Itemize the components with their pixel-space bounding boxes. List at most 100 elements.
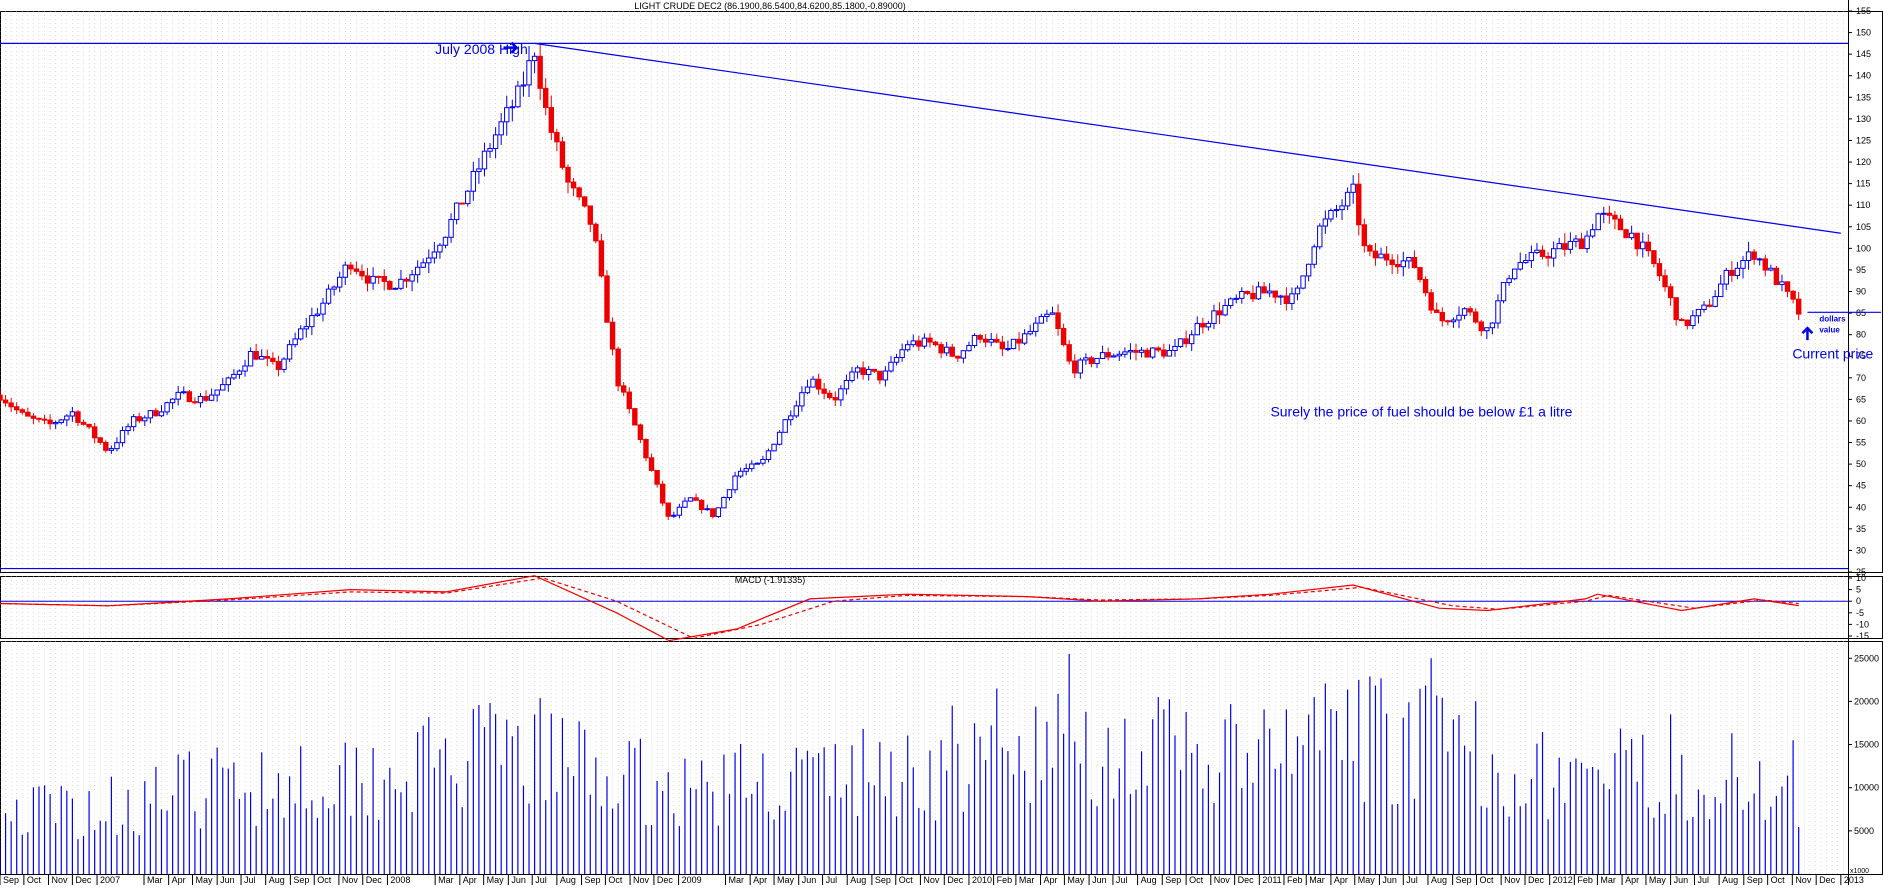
x-tick-label: Oct (1479, 875, 1494, 885)
price-candle (515, 80, 521, 108)
price-candle (58, 418, 64, 425)
candle-body (1684, 319, 1691, 327)
candle-body (153, 410, 159, 417)
candle-body (793, 405, 800, 417)
candle-body (743, 468, 749, 472)
price-candle (309, 307, 315, 335)
x-tick-label: Jun (802, 875, 817, 885)
x-tick-label: Jun (1382, 875, 1397, 885)
price-y-tick-label: 85 (1856, 308, 1866, 318)
candle-body (136, 416, 142, 422)
candle-body (1122, 351, 1128, 355)
candle-body (91, 426, 98, 439)
price-candle (921, 333, 928, 349)
price-y-tick-label: 100 (1856, 243, 1871, 253)
price-candle (659, 480, 666, 506)
price-candle (1072, 354, 1078, 379)
price-candle (292, 332, 298, 348)
candle-body (325, 288, 332, 304)
x-tick-label: Mar (1600, 875, 1616, 885)
candle-body (1617, 218, 1624, 231)
candle-body (771, 443, 777, 452)
candle-body (799, 392, 805, 407)
price-candle (1428, 288, 1434, 314)
price-candle (916, 335, 922, 351)
candle-body (1511, 268, 1518, 280)
july-2008-high-label: July 2008 High (435, 41, 528, 57)
candle-body (1055, 312, 1061, 330)
price-candle (1155, 346, 1161, 353)
price-candle (710, 508, 716, 519)
candle-body (916, 340, 922, 347)
candle-body (1712, 296, 1718, 307)
price-candle (1461, 307, 1468, 320)
candle-body (1311, 246, 1317, 265)
price-candle (949, 343, 955, 358)
price-candle (359, 264, 365, 281)
candle-body (1651, 250, 1657, 265)
price-candle (465, 190, 471, 207)
candle-body (426, 257, 432, 264)
x-tick-label: Jul (244, 875, 256, 885)
price-candle (587, 205, 593, 233)
price-candle (698, 499, 705, 514)
price-candle (1656, 258, 1663, 281)
price-candle (1567, 232, 1574, 254)
candle-body (1612, 214, 1618, 220)
x-tick-label: Oct (899, 875, 914, 885)
price-candle (336, 271, 343, 293)
candle-body (147, 410, 154, 419)
candle-body (1795, 298, 1802, 315)
candle-body (1077, 359, 1084, 374)
candle-body (381, 275, 387, 282)
x-tick-label: Sep (1747, 875, 1763, 885)
price-candle (1188, 330, 1195, 351)
price-candle (1088, 355, 1095, 368)
price-candle (1679, 317, 1685, 322)
candle-body (1233, 297, 1239, 300)
price-candle (943, 341, 950, 357)
candle-body (726, 489, 733, 499)
candle-body (1016, 338, 1022, 344)
price-candle (1623, 228, 1629, 239)
price-candle (1723, 267, 1729, 291)
price-candle (1122, 347, 1128, 358)
annotations: July 2008 High Surely the price of fuel s… (435, 41, 1873, 419)
price-candle (1372, 242, 1379, 266)
candle-body (732, 475, 738, 491)
candle-body (1044, 313, 1050, 317)
x-tick-label: Aug (1141, 875, 1157, 885)
candle-body (1640, 241, 1646, 250)
candle-body (1495, 300, 1501, 324)
price-candle (932, 340, 939, 347)
price-candle (1517, 252, 1523, 271)
price-candle (799, 386, 805, 412)
price-candle (108, 445, 115, 454)
candle-body (69, 411, 76, 417)
candle-body (1606, 212, 1613, 216)
macd-title: MACD (-1.91335) (735, 575, 806, 585)
price-candle (1222, 298, 1228, 317)
price-candle (526, 45, 532, 98)
price-candle (426, 249, 432, 274)
candle-body (693, 497, 699, 501)
candle-body (866, 368, 872, 375)
price-candle (1205, 320, 1212, 331)
candle-body (843, 379, 850, 390)
price-candle (470, 161, 477, 201)
candle-body (1434, 309, 1440, 313)
price-y-tick-label: 40 (1856, 502, 1866, 512)
candle-body (604, 275, 610, 323)
candle-body (977, 334, 983, 340)
candle-body (543, 87, 549, 109)
x-tick-label: Aug (269, 875, 285, 885)
x-tick-label: Dec (75, 875, 92, 885)
price-candle (387, 280, 393, 291)
price-candle (804, 379, 811, 395)
volume-y-tick-label: 25000 (1854, 653, 1879, 663)
x-tick-label: Apr (463, 875, 477, 885)
candle-body (453, 202, 460, 221)
candle-body (548, 107, 554, 133)
candle-body (1506, 278, 1512, 284)
price-candle (1066, 340, 1072, 365)
